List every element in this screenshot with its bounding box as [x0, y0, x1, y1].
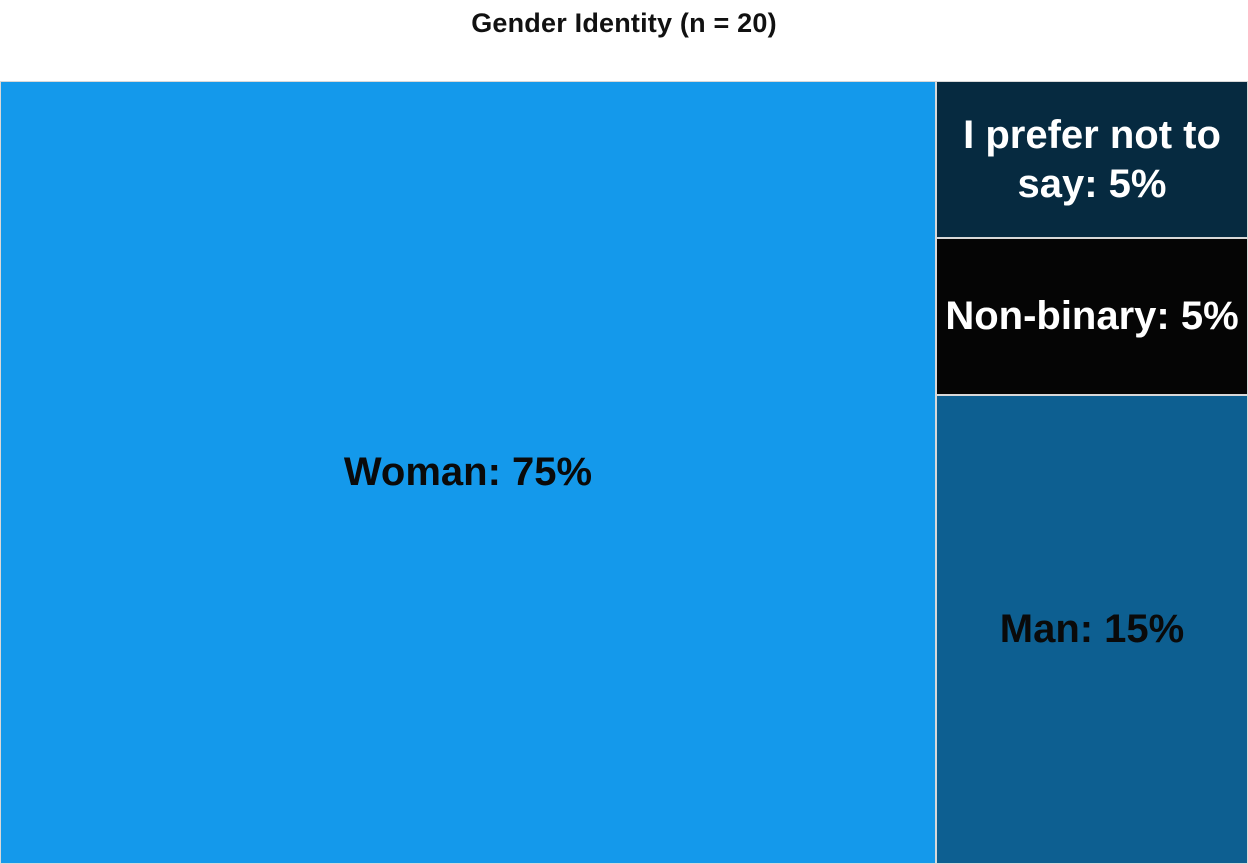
treemap-tile-man: Man: 15%	[936, 395, 1248, 864]
treemap-label-non-binary: Non-binary: 5%	[945, 294, 1239, 339]
treemap-tile-woman: Woman: 75%	[0, 81, 936, 864]
chart-title: Gender Identity (n = 20)	[471, 8, 777, 38]
treemap-tile-non-binary: Non-binary: 5%	[936, 238, 1248, 395]
treemap-label-man: Man: 15%	[999, 607, 1185, 652]
treemap-label-i-prefer-not-to-say: I prefer not to say: 5%	[963, 112, 1221, 206]
treemap-plot-area: Woman: 75% I prefer not to say: 5% Non-bin…	[0, 81, 1248, 864]
treemap-label-woman: Woman: 75%	[343, 450, 593, 495]
treemap-tile-i-prefer-not-to-say: I prefer not to say: 5%	[936, 81, 1248, 238]
